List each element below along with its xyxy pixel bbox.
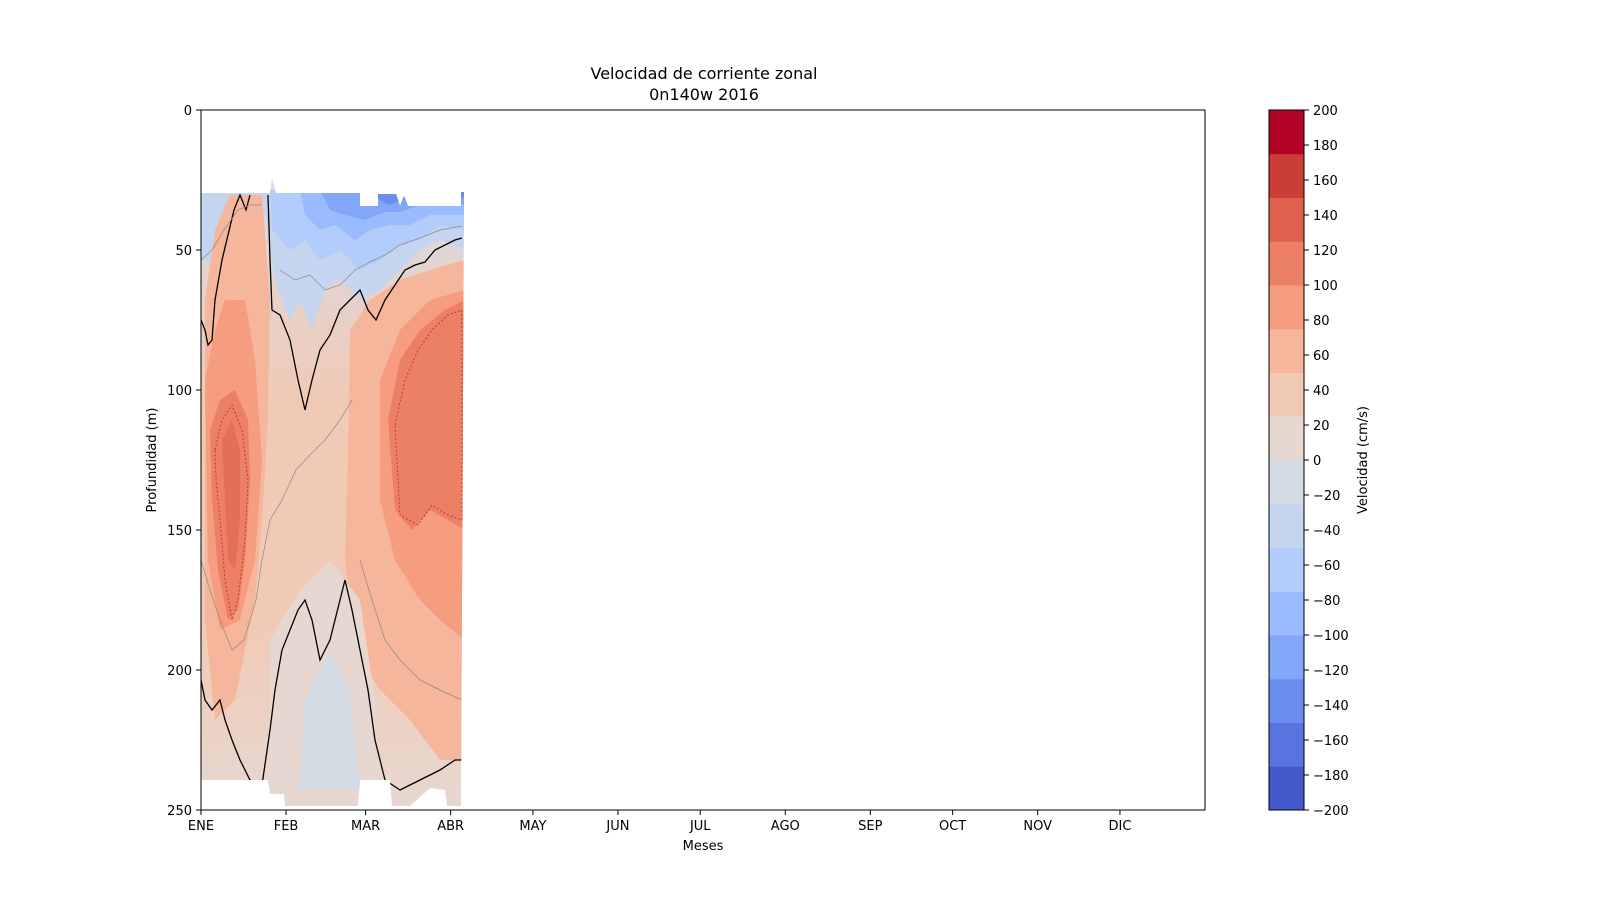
colorbar-tick-label: 140 <box>1313 209 1338 224</box>
x-tick-label: MAY <box>519 819 546 834</box>
colorbar-tick-label: 60 <box>1313 349 1330 364</box>
x-axis-label: Meses <box>683 839 724 854</box>
colorbar-tick-label: −80 <box>1313 594 1340 609</box>
x-tick-label: DIC <box>1109 819 1132 834</box>
colorbar-band <box>1269 110 1304 155</box>
colorbar-tick-label: 100 <box>1313 279 1338 294</box>
y-tick-label: 50 <box>175 244 192 259</box>
heatmap-field <box>201 180 464 806</box>
x-axis: ENE FEB MAR ABR MAY JUN JUL AGO SEP OCT NOV DIC <box>188 810 1132 834</box>
colorbar-band <box>1269 197 1304 242</box>
x-tick-label: ABR <box>437 819 464 834</box>
colorbar-tick-label: 120 <box>1313 244 1338 259</box>
colorbar-tick-label: 0 <box>1313 454 1321 469</box>
x-tick-label: NOV <box>1023 819 1052 834</box>
chart-title: Velocidad de corriente zonal <box>591 64 818 83</box>
colorbar-tick-label: −40 <box>1313 524 1340 539</box>
y-tick-label: 150 <box>167 524 192 539</box>
y-tick-label: 200 <box>167 664 192 679</box>
colorbar-band <box>1269 372 1304 417</box>
colorbar-band <box>1269 328 1304 373</box>
colorbar-label: Velocidad (cm/s) <box>1356 406 1371 514</box>
contour-lines <box>201 193 463 791</box>
colorbar-band <box>1269 678 1304 723</box>
colorbar-band <box>1269 460 1304 505</box>
colorbar-band <box>1269 591 1304 636</box>
colorbar-tick-label: −140 <box>1313 699 1349 714</box>
y-tick-label: 250 <box>167 804 192 819</box>
colorbar-tick-label: −120 <box>1313 664 1349 679</box>
colorbar-ticks: 200180160140120100806040200−20−40−60−80−… <box>1304 104 1349 819</box>
colorbar-tick-label: 80 <box>1313 314 1330 329</box>
x-tick-label: OCT <box>939 819 966 834</box>
colorbar-tick-label: −60 <box>1313 559 1340 574</box>
colorbar-tick-label: 40 <box>1313 384 1330 399</box>
x-tick-label: JUN <box>605 819 629 834</box>
colorbar-band <box>1269 766 1304 811</box>
x-tick-label: SEP <box>858 819 882 834</box>
colorbar-tick-label: 200 <box>1313 104 1338 119</box>
colorbar-tick-label: −200 <box>1313 804 1349 819</box>
x-tick-label: FEB <box>274 819 299 834</box>
y-tick-label: 0 <box>184 104 192 119</box>
x-tick-label: ENE <box>188 819 214 834</box>
colorbar-band <box>1269 635 1304 680</box>
colorbar-band <box>1269 503 1304 548</box>
colorbar-tick-label: −160 <box>1313 734 1349 749</box>
colorbar-tick-label: −20 <box>1313 489 1340 504</box>
colorbar-band <box>1269 547 1304 592</box>
chart-subtitle: 0n140w 2016 <box>649 85 759 104</box>
plot-area <box>200 109 1206 811</box>
colorbar-tick-label: 180 <box>1313 139 1338 154</box>
colorbar-band <box>1269 722 1304 767</box>
y-axis: 0 50 100 150 200 250 <box>167 104 201 819</box>
x-tick-label: JUL <box>689 819 711 834</box>
y-tick-label: 100 <box>167 384 192 399</box>
y-axis-label: Profundidad (m) <box>145 408 160 513</box>
colorbar-band <box>1269 153 1304 198</box>
colorbar-band <box>1269 241 1304 286</box>
colorbar-tick-label: −180 <box>1313 769 1349 784</box>
colorbar <box>1269 110 1304 811</box>
colorbar-tick-label: −100 <box>1313 629 1349 644</box>
colorbar-band <box>1269 285 1304 330</box>
colorbar-tick-label: 160 <box>1313 174 1338 189</box>
colorbar-tick-label: 20 <box>1313 419 1330 434</box>
colorbar-band <box>1269 416 1304 461</box>
x-tick-label: MAR <box>351 819 380 834</box>
x-tick-label: AGO <box>771 819 800 834</box>
